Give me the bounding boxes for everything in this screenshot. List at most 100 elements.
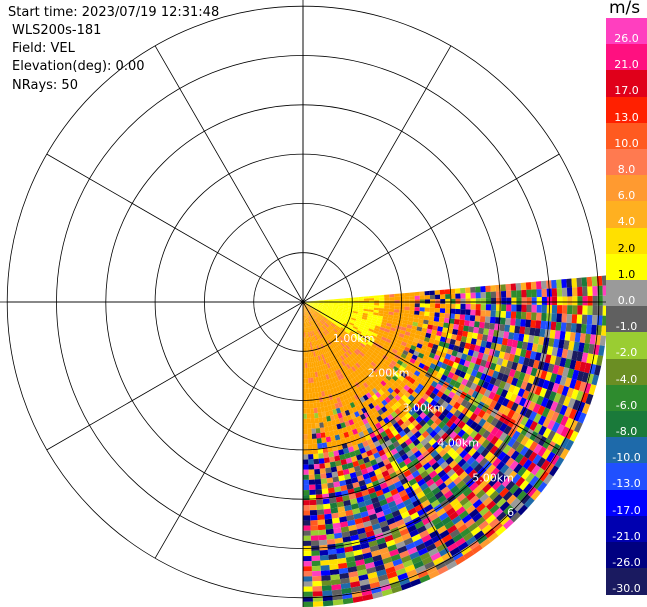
velocity-cell bbox=[469, 412, 478, 422]
velocity-cell bbox=[560, 437, 570, 449]
velocity-cell bbox=[533, 335, 540, 345]
velocity-cell bbox=[332, 329, 337, 335]
velocity-cell bbox=[556, 384, 565, 395]
velocity-cell bbox=[354, 422, 361, 429]
velocity-cell bbox=[373, 468, 382, 476]
velocity-cell bbox=[379, 482, 388, 490]
velocity-cell bbox=[542, 379, 550, 390]
velocity-cell bbox=[586, 353, 594, 364]
velocity-cell bbox=[307, 304, 312, 308]
velocity-cell bbox=[320, 312, 325, 316]
velocity-cell bbox=[353, 370, 360, 376]
velocity-cell bbox=[377, 477, 386, 485]
velocity-cell bbox=[351, 371, 357, 378]
velocity-cell bbox=[507, 437, 517, 448]
velocity-cell bbox=[342, 447, 350, 455]
velocity-cell bbox=[444, 538, 456, 548]
velocity-cell bbox=[331, 584, 342, 591]
velocity-cell bbox=[303, 413, 307, 419]
velocity-cell bbox=[316, 334, 320, 340]
velocity-cell bbox=[545, 399, 554, 410]
velocity-cell bbox=[381, 319, 388, 323]
velocity-cell bbox=[310, 309, 314, 314]
velocity-cell bbox=[431, 486, 441, 496]
velocity-cell bbox=[332, 307, 339, 310]
velocity-cell bbox=[429, 290, 435, 296]
velocity-cell bbox=[471, 390, 480, 399]
velocity-cell bbox=[470, 309, 476, 316]
velocity-cell bbox=[489, 362, 497, 371]
velocity-cell bbox=[387, 371, 395, 379]
velocity-cell bbox=[313, 318, 318, 324]
velocity-cell bbox=[424, 303, 431, 308]
velocity-cell bbox=[429, 430, 438, 438]
velocity-cell bbox=[361, 407, 368, 414]
velocity-cell bbox=[437, 565, 449, 575]
velocity-cell bbox=[312, 304, 318, 306]
velocity-cell bbox=[488, 518, 500, 529]
velocity-cell bbox=[434, 335, 442, 341]
velocity-cell bbox=[562, 367, 570, 378]
velocity-cell bbox=[478, 479, 489, 490]
velocity-cell bbox=[481, 334, 489, 342]
velocity-cell bbox=[558, 339, 565, 349]
velocity-cell bbox=[463, 550, 475, 560]
velocity-cell bbox=[411, 390, 419, 398]
velocity-cell bbox=[393, 331, 400, 337]
velocity-cell bbox=[513, 370, 521, 380]
velocity-cell bbox=[505, 311, 512, 319]
velocity-cell bbox=[384, 360, 391, 366]
velocity-cell bbox=[402, 349, 409, 356]
velocity-cell bbox=[312, 341, 315, 347]
velocity-cell bbox=[348, 323, 354, 328]
velocity-cell bbox=[351, 377, 358, 384]
velocity-cell bbox=[556, 305, 563, 314]
velocity-cell bbox=[303, 408, 307, 414]
velocity-cell bbox=[320, 386, 325, 392]
velocity-cell bbox=[384, 534, 394, 543]
velocity-cell bbox=[414, 299, 420, 304]
velocity-cell bbox=[370, 496, 380, 504]
velocity-cell bbox=[323, 299, 329, 301]
velocity-cell bbox=[322, 358, 327, 365]
velocity-cell bbox=[406, 381, 413, 388]
velocity-cell bbox=[424, 434, 433, 443]
velocity-cell bbox=[303, 307, 305, 313]
velocity-cell bbox=[592, 295, 598, 306]
velocity-cell bbox=[387, 407, 395, 415]
velocity-cell bbox=[409, 529, 420, 538]
velocity-cell bbox=[473, 415, 483, 425]
velocity-cell bbox=[476, 392, 484, 402]
velocity-cell bbox=[359, 322, 366, 327]
velocity-cell bbox=[303, 393, 307, 399]
velocity-cell bbox=[426, 565, 438, 575]
velocity-cell bbox=[401, 362, 408, 369]
velocity-cell bbox=[358, 420, 365, 427]
colorbar-segment bbox=[606, 175, 647, 202]
velocity-cell bbox=[412, 321, 419, 327]
velocity-cell bbox=[308, 326, 311, 332]
velocity-cell bbox=[352, 595, 364, 603]
velocity-cell bbox=[403, 316, 409, 321]
velocity-cell bbox=[341, 333, 347, 339]
velocity-cell bbox=[317, 306, 323, 309]
velocity-cell bbox=[303, 489, 310, 496]
velocity-cell bbox=[348, 524, 357, 532]
velocity-cell bbox=[333, 532, 343, 539]
velocity-cell bbox=[362, 494, 371, 502]
velocity-cell bbox=[525, 312, 532, 320]
velocity-cell bbox=[516, 290, 522, 298]
velocity-cell bbox=[445, 411, 454, 420]
velocity-cell bbox=[330, 314, 336, 318]
velocity-cell bbox=[569, 332, 576, 342]
velocity-cell bbox=[381, 486, 391, 495]
velocity-cell bbox=[361, 588, 372, 596]
velocity-cell bbox=[488, 391, 496, 400]
velocity-cell bbox=[412, 438, 421, 447]
velocity-cell bbox=[326, 400, 331, 406]
velocity-cell bbox=[465, 426, 474, 436]
velocity-cell bbox=[400, 477, 409, 486]
velocity-cell bbox=[449, 406, 458, 415]
velocity-cell bbox=[500, 317, 506, 325]
velocity-cell bbox=[443, 322, 449, 329]
